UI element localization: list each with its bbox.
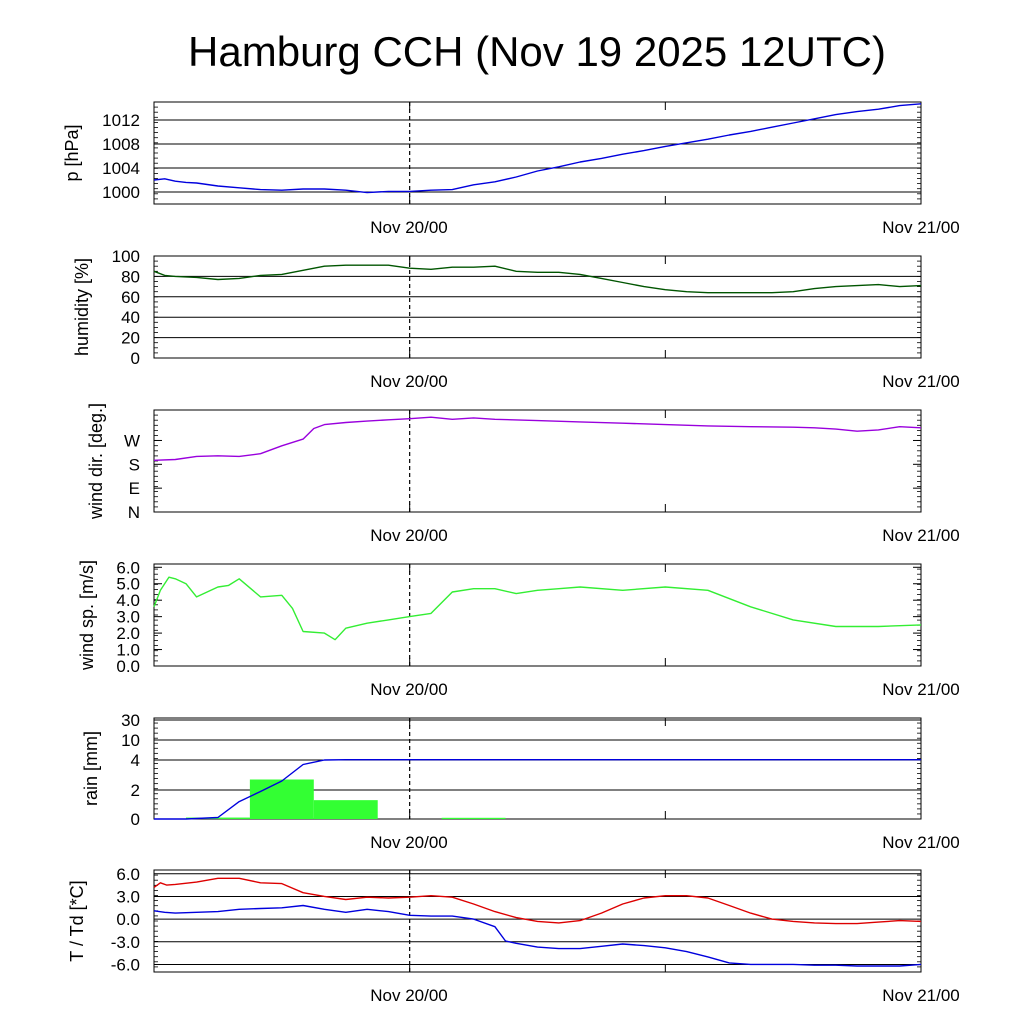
y-tick-label: 0.0 [116, 910, 140, 929]
y-tick-label: 3.0 [116, 608, 140, 627]
y-tick-label: 20 [121, 329, 140, 348]
panel-3-frame [153, 409, 922, 513]
y-axis-label: T / Td [*C] [67, 880, 87, 961]
dewpoint-line [153, 904, 922, 967]
pressure-line [153, 103, 922, 194]
wind_speed-line [153, 576, 922, 641]
y-axis-label: rain [mm] [81, 731, 101, 806]
chart-title: Hamburg CCH (Nov 19 2025 12UTC) [188, 28, 886, 75]
y-tick-label: 1.0 [116, 641, 140, 660]
x-date-label: Nov 20/00 [370, 833, 448, 852]
x-date-label: Nov 20/00 [370, 526, 448, 545]
y-tick-label: -6.0 [111, 955, 140, 974]
x-date-label: Nov 21/00 [882, 680, 960, 699]
x-date-label: Nov 20/00 [370, 218, 448, 237]
wind_dir-line [153, 416, 922, 461]
y-tick-label: 0 [131, 810, 140, 829]
x-date-label: Nov 20/00 [370, 680, 448, 699]
y-tick-label: -3.0 [111, 933, 140, 952]
y-tick-label: 4.0 [116, 591, 140, 610]
x-date-label: Nov 20/00 [370, 372, 448, 391]
y-tick-label: 30 [121, 711, 140, 730]
panel-4-frame [153, 563, 922, 667]
x-date-label: Nov 21/00 [882, 986, 960, 1005]
y-tick-label: S [129, 455, 140, 474]
rain-bar [249, 779, 314, 819]
x-date-label: Nov 21/00 [882, 526, 960, 545]
y-tick-label: 2.0 [116, 624, 140, 643]
rain_line-line [154, 759, 921, 820]
panel-1-frame [153, 101, 922, 205]
y-tick-label: 1004 [102, 159, 140, 178]
y-tick-label: 4 [131, 751, 140, 770]
y-tick-label: 10 [121, 731, 140, 750]
y-axis-label: humidity [%] [72, 258, 92, 356]
y-tick-label: 100 [112, 247, 140, 266]
y-tick-label: 6.0 [116, 865, 140, 884]
rain-bar [441, 817, 506, 819]
rain-bar [185, 817, 250, 819]
rain-bar [313, 800, 378, 819]
y-tick-label: 1008 [102, 135, 140, 154]
x-date-label: Nov 21/00 [882, 833, 960, 852]
temperature-line [153, 877, 922, 925]
y-tick-label: 1012 [102, 111, 140, 130]
y-axis-label: wind dir. [deg.] [86, 403, 106, 520]
y-tick-label: N [128, 503, 140, 522]
y-tick-label: 40 [121, 308, 140, 327]
y-tick-label: W [124, 431, 140, 450]
humidity-line [153, 264, 922, 294]
y-axis-label: wind sp. [m/s] [77, 560, 97, 671]
y-tick-label: 0 [131, 349, 140, 368]
y-tick-label: 5.0 [116, 575, 140, 594]
y-tick-label: 6.0 [116, 558, 140, 577]
x-date-label: Nov 21/00 [882, 218, 960, 237]
x-date-label: Nov 20/00 [370, 986, 448, 1005]
y-tick-label: 1000 [102, 183, 140, 202]
panel-2-frame [153, 255, 922, 359]
y-axis-label: p [hPa] [62, 124, 82, 181]
x-date-label: Nov 21/00 [882, 372, 960, 391]
y-tick-label: E [129, 479, 140, 498]
y-tick-label: 80 [121, 267, 140, 286]
y-tick-label: 0.0 [116, 657, 140, 676]
y-tick-label: 60 [121, 288, 140, 307]
y-tick-label: 2 [131, 781, 140, 800]
y-tick-label: 3.0 [116, 887, 140, 906]
